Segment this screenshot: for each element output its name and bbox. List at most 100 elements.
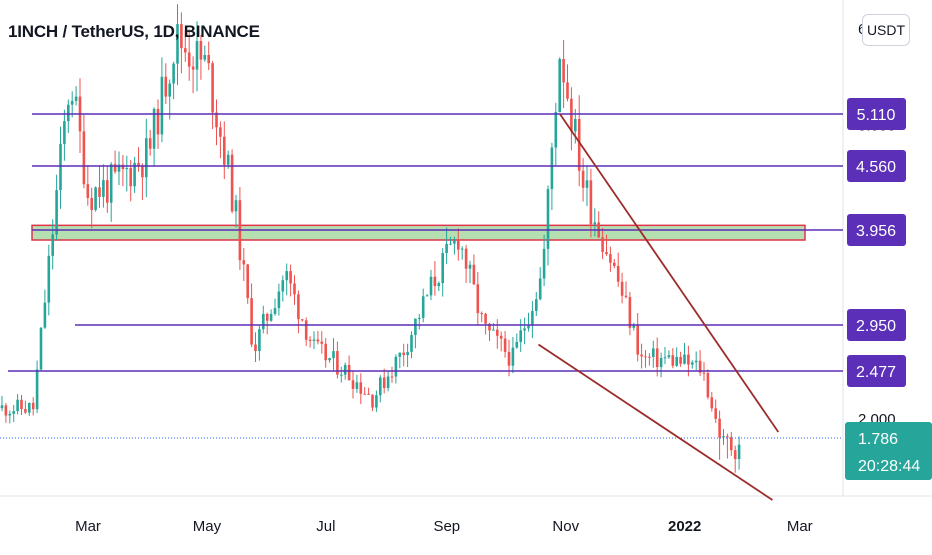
candle-body — [156, 108, 160, 135]
candle — [269, 309, 273, 322]
candle — [460, 246, 464, 260]
candle-body — [43, 302, 47, 328]
candle-body — [203, 54, 207, 60]
candle — [476, 272, 480, 325]
candle — [347, 355, 351, 381]
candle — [390, 366, 394, 383]
candle-body — [117, 164, 121, 172]
candle — [129, 159, 132, 202]
candle — [230, 149, 234, 214]
candle — [301, 319, 304, 322]
candle — [480, 311, 483, 323]
candle-body — [531, 310, 534, 326]
candle-body — [180, 24, 183, 49]
level-label-bg — [847, 98, 906, 130]
candle — [562, 39, 565, 109]
candle — [277, 283, 281, 316]
x-tick-label: Jul — [316, 518, 335, 535]
candle — [441, 248, 444, 297]
candle — [367, 387, 370, 395]
candle — [195, 21, 199, 92]
candle-body — [12, 411, 15, 414]
candle — [328, 357, 331, 363]
candle-body — [336, 351, 339, 375]
candle-body — [414, 318, 417, 335]
candle-body — [515, 341, 519, 348]
candle — [24, 400, 27, 414]
candle — [542, 234, 546, 287]
candle — [386, 370, 390, 392]
candle-body — [605, 251, 608, 255]
candle — [289, 264, 292, 297]
candle-body — [106, 180, 109, 203]
candle-body — [199, 41, 203, 60]
candle-body — [347, 364, 351, 381]
candle-body — [328, 358, 331, 361]
candle — [718, 410, 721, 460]
candle — [722, 429, 725, 445]
x-tick-label: May — [193, 518, 222, 535]
candle-body — [706, 372, 710, 398]
candle — [675, 347, 678, 367]
level-label-bg — [847, 309, 906, 341]
candle — [355, 374, 359, 393]
candle — [737, 436, 741, 470]
candle — [324, 338, 327, 368]
candle-body — [601, 237, 604, 252]
candle — [156, 99, 160, 150]
candle-body — [655, 348, 659, 368]
candle — [394, 354, 398, 384]
candle — [609, 246, 612, 272]
candle-body — [172, 63, 175, 84]
candle-body — [211, 63, 214, 113]
candle-body — [70, 100, 74, 105]
candle — [605, 234, 608, 256]
candle-body — [492, 329, 495, 331]
candle-body — [581, 170, 585, 188]
candle-body — [316, 339, 320, 342]
candle — [464, 244, 468, 283]
candle-body — [164, 76, 168, 97]
candle-body — [293, 283, 296, 295]
candle-body — [445, 243, 448, 254]
candle — [207, 41, 210, 71]
candle — [484, 312, 487, 335]
level-label: 4.560 — [856, 159, 896, 176]
candle-body — [226, 154, 230, 165]
candle-body — [624, 295, 628, 298]
candle — [492, 323, 495, 331]
candle — [145, 118, 148, 198]
candle — [320, 331, 324, 354]
currency-button[interactable]: USDT — [862, 14, 910, 46]
candle-body — [468, 264, 472, 269]
candle — [519, 319, 522, 352]
candle-body — [355, 382, 359, 389]
candle-body — [219, 127, 222, 137]
candle — [496, 319, 499, 349]
candle — [379, 375, 382, 403]
candle — [297, 290, 300, 334]
candle-body — [371, 394, 374, 408]
resistance-zone — [31, 224, 806, 241]
candle-body — [394, 356, 398, 377]
candle-body — [59, 143, 62, 191]
candle — [211, 61, 214, 129]
candle — [187, 29, 191, 81]
candle — [382, 368, 386, 394]
candle-body — [254, 344, 257, 352]
candle-body — [574, 118, 577, 132]
candle-body — [671, 355, 675, 366]
candle-body — [31, 402, 35, 410]
candle — [589, 168, 593, 238]
candle-body — [312, 339, 316, 341]
candle-body — [187, 52, 191, 67]
candle — [472, 254, 476, 286]
candle-body — [566, 82, 569, 99]
candle-body — [4, 405, 8, 416]
candle-body — [449, 243, 452, 245]
candle-body — [90, 197, 93, 210]
candle-body — [63, 121, 66, 144]
candle — [12, 404, 15, 423]
